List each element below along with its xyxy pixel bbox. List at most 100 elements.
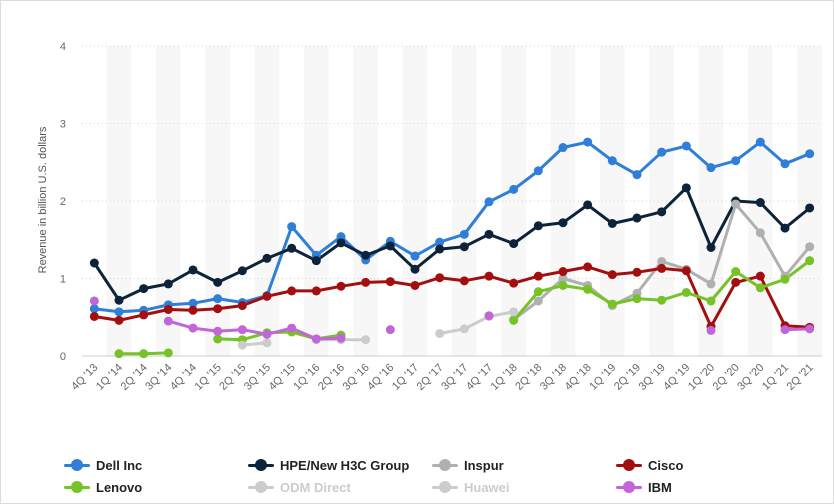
data-point-cisco[interactable]: [385, 277, 395, 287]
data-point-dell-inc[interactable]: [114, 307, 124, 317]
data-point-lenovo[interactable]: [755, 283, 765, 293]
data-point-dell-inc[interactable]: [89, 304, 99, 314]
data-point-huawei[interactable]: [509, 307, 519, 317]
data-point-hpe-new-h3c-group[interactable]: [89, 258, 99, 268]
data-point-cisco[interactable]: [287, 286, 297, 296]
data-point-hpe-new-h3c-group[interactable]: [632, 213, 642, 223]
data-point-dell-inc[interactable]: [484, 197, 494, 207]
data-point-cisco[interactable]: [583, 262, 593, 272]
data-point-dell-inc[interactable]: [213, 294, 223, 304]
data-point-ibm[interactable]: [780, 325, 790, 335]
data-point-hpe-new-h3c-group[interactable]: [706, 243, 716, 252]
data-point-lenovo[interactable]: [139, 349, 149, 359]
data-point-cisco[interactable]: [731, 277, 741, 287]
data-point-dell-inc[interactable]: [657, 147, 667, 157]
data-point-dell-inc[interactable]: [780, 159, 790, 169]
data-point-dell-inc[interactable]: [287, 222, 297, 232]
data-point-dell-inc[interactable]: [435, 237, 445, 247]
data-point-dell-inc[interactable]: [706, 163, 716, 173]
data-point-dell-inc[interactable]: [681, 141, 691, 151]
data-point-hpe-new-h3c-group[interactable]: [336, 238, 346, 248]
data-point-hpe-new-h3c-group[interactable]: [139, 284, 149, 294]
data-point-lenovo[interactable]: [607, 299, 617, 309]
data-point-lenovo[interactable]: [780, 274, 790, 284]
data-point-hpe-new-h3c-group[interactable]: [657, 207, 667, 217]
data-point-inspur[interactable]: [805, 242, 815, 252]
data-point-cisco[interactable]: [336, 281, 346, 291]
data-point-ibm[interactable]: [163, 316, 173, 326]
data-point-cisco[interactable]: [459, 276, 469, 286]
data-point-cisco[interactable]: [237, 301, 247, 311]
data-point-dell-inc[interactable]: [509, 184, 519, 194]
data-point-dell-inc[interactable]: [459, 229, 469, 239]
data-point-dell-inc[interactable]: [755, 137, 765, 147]
data-point-cisco[interactable]: [509, 278, 519, 288]
data-point-cisco[interactable]: [410, 280, 420, 290]
data-point-ibm[interactable]: [287, 323, 297, 333]
data-point-ibm[interactable]: [706, 325, 716, 335]
data-point-cisco[interactable]: [755, 271, 765, 281]
data-point-cisco[interactable]: [435, 273, 445, 283]
legend-item-hpe-new-h3c-group[interactable]: HPE/New H3C Group: [248, 455, 409, 475]
data-point-hpe-new-h3c-group[interactable]: [583, 200, 593, 210]
data-point-ibm[interactable]: [262, 329, 272, 339]
data-point-hpe-new-h3c-group[interactable]: [681, 183, 691, 193]
data-point-hpe-new-h3c-group[interactable]: [311, 256, 321, 266]
data-point-ibm[interactable]: [336, 333, 346, 343]
data-point-hpe-new-h3c-group[interactable]: [484, 229, 494, 239]
data-point-lenovo[interactable]: [583, 284, 593, 294]
data-point-cisco[interactable]: [558, 267, 568, 277]
data-point-cisco[interactable]: [607, 270, 617, 280]
data-point-dell-inc[interactable]: [558, 143, 568, 153]
data-point-hpe-new-h3c-group[interactable]: [509, 239, 519, 249]
data-point-hpe-new-h3c-group[interactable]: [410, 264, 420, 274]
data-point-ibm[interactable]: [805, 324, 815, 334]
legend-item-cisco[interactable]: Cisco: [616, 455, 683, 475]
data-point-hpe-new-h3c-group[interactable]: [805, 203, 815, 213]
data-point-ibm[interactable]: [237, 325, 247, 335]
data-point-huawei[interactable]: [361, 335, 371, 345]
data-point-huawei[interactable]: [459, 324, 469, 334]
data-point-ibm[interactable]: [188, 323, 198, 333]
data-point-lenovo[interactable]: [533, 287, 543, 297]
data-point-hpe-new-h3c-group[interactable]: [188, 265, 198, 275]
data-point-lenovo[interactable]: [163, 348, 173, 358]
data-point-cisco[interactable]: [188, 305, 198, 315]
data-point-ibm[interactable]: [213, 326, 223, 336]
data-point-hpe-new-h3c-group[interactable]: [287, 243, 297, 253]
data-point-lenovo[interactable]: [805, 256, 815, 266]
data-point-huawei[interactable]: [237, 340, 247, 350]
data-point-inspur[interactable]: [533, 296, 543, 306]
data-point-ibm[interactable]: [385, 325, 395, 335]
data-point-dell-inc[interactable]: [607, 156, 617, 166]
data-point-cisco[interactable]: [632, 267, 642, 277]
legend-item-odm-direct[interactable]: ODM Direct: [248, 477, 351, 497]
data-point-dell-inc[interactable]: [533, 166, 543, 176]
data-point-hpe-new-h3c-group[interactable]: [558, 218, 568, 228]
data-point-lenovo[interactable]: [706, 296, 716, 306]
data-point-lenovo[interactable]: [681, 287, 691, 297]
data-point-cisco[interactable]: [657, 263, 667, 273]
data-point-hpe-new-h3c-group[interactable]: [213, 277, 223, 287]
data-point-huawei[interactable]: [435, 329, 445, 339]
data-point-inspur[interactable]: [706, 279, 716, 289]
data-point-lenovo[interactable]: [558, 280, 568, 290]
data-point-lenovo[interactable]: [657, 295, 667, 305]
data-point-hpe-new-h3c-group[interactable]: [385, 241, 395, 251]
data-point-ibm[interactable]: [89, 296, 99, 306]
legend-item-ibm[interactable]: IBM: [616, 477, 672, 497]
legend-item-lenovo[interactable]: Lenovo: [64, 477, 142, 497]
data-point-hpe-new-h3c-group[interactable]: [114, 295, 124, 305]
data-point-dell-inc[interactable]: [805, 149, 815, 159]
legend-item-huawei[interactable]: Huawei: [432, 477, 510, 497]
data-point-lenovo[interactable]: [509, 315, 519, 325]
data-point-hpe-new-h3c-group[interactable]: [607, 218, 617, 228]
data-point-hpe-new-h3c-group[interactable]: [262, 253, 272, 263]
data-point-hpe-new-h3c-group[interactable]: [780, 223, 790, 233]
data-point-cisco[interactable]: [361, 277, 371, 287]
data-point-hpe-new-h3c-group[interactable]: [459, 242, 469, 252]
data-point-dell-inc[interactable]: [632, 170, 642, 180]
data-point-dell-inc[interactable]: [731, 156, 741, 166]
data-point-inspur[interactable]: [558, 274, 568, 283]
data-point-cisco[interactable]: [89, 311, 99, 321]
